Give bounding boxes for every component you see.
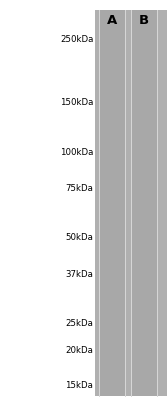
Text: 25kDa: 25kDa — [65, 319, 93, 328]
Text: B: B — [139, 14, 149, 28]
Text: 150kDa: 150kDa — [60, 98, 93, 107]
Text: 20kDa: 20kDa — [65, 346, 93, 355]
Text: 37kDa: 37kDa — [65, 270, 93, 280]
Text: 100kDa: 100kDa — [60, 148, 93, 157]
Text: 250kDa: 250kDa — [60, 36, 93, 44]
Text: A: A — [107, 14, 117, 28]
Text: 15kDa: 15kDa — [65, 382, 93, 390]
Text: 75kDa: 75kDa — [65, 184, 93, 192]
Text: 50kDa: 50kDa — [65, 234, 93, 242]
